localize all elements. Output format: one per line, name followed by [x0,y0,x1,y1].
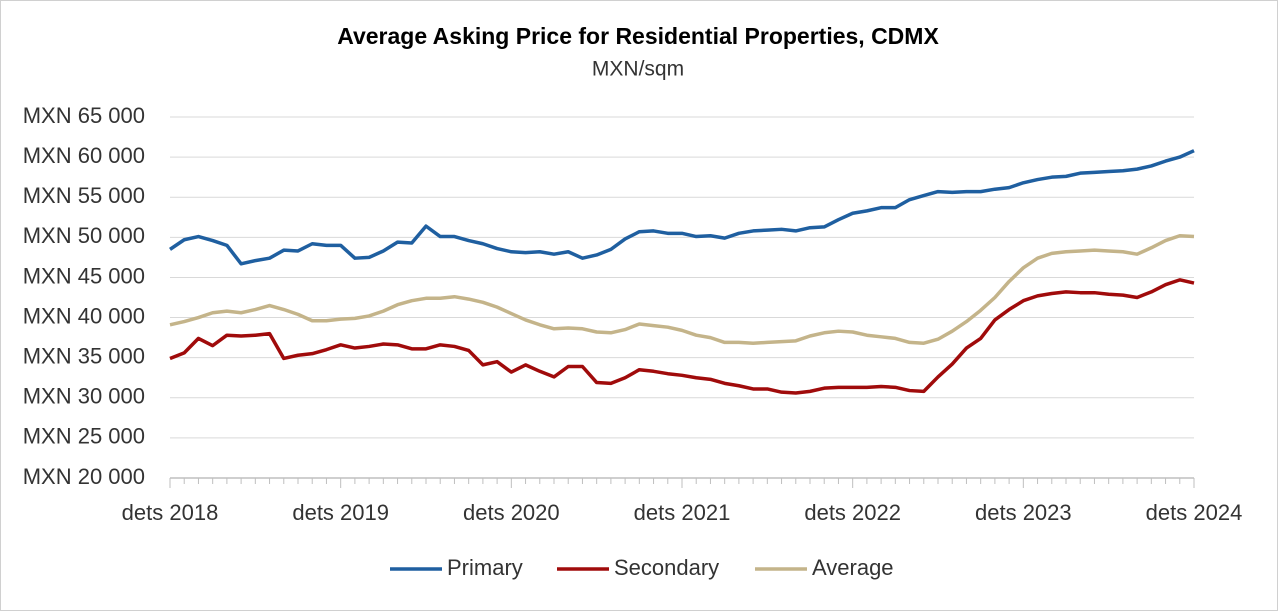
y-tick-label: MXN 45 000 [23,263,145,288]
y-tick-label: MXN 35 000 [23,343,145,368]
series-line [169,233,1195,345]
x-tick-label: dets 2020 [463,500,560,525]
legend-label: Average [812,555,894,580]
x-tick-label: dets 2023 [975,500,1072,525]
y-tick-label: MXN 25 000 [23,424,145,449]
x-tick-label: dets 2021 [634,500,731,525]
y-tick-label: MXN 50 000 [23,223,145,248]
legend-label: Secondary [614,555,719,580]
y-tick-label: MXN 20 000 [23,464,145,489]
y-tick-label: MXN 30 000 [23,384,145,409]
series-line [169,149,1195,266]
y-tick-label: MXN 55 000 [23,183,145,208]
y-tick-label: MXN 65 000 [23,103,145,128]
x-tick-label: dets 2019 [292,500,389,525]
x-tick-label: dets 2022 [804,500,901,525]
series-line [169,278,1195,395]
chart-subtitle: MXN/sqm [592,58,684,81]
y-tick-label: MXN 60 000 [23,143,145,168]
y-tick-label: MXN 40 000 [23,303,145,328]
chart-title: Average Asking Price for Residential Pro… [337,23,939,49]
x-tick-label: dets 2024 [1146,500,1243,525]
legend-label: Primary [447,555,523,580]
x-tick-label: dets 2018 [122,500,219,525]
